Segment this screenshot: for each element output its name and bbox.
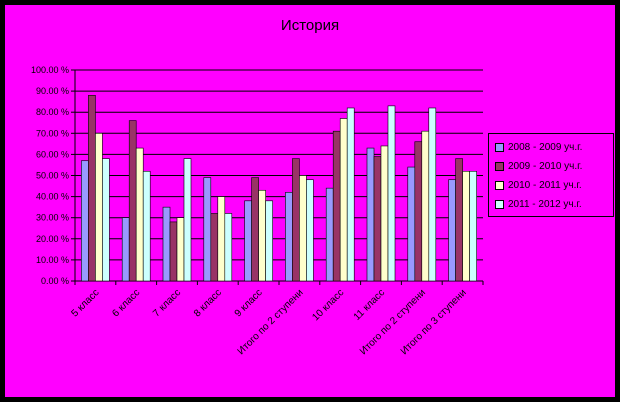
x-category-label: 11 класс xyxy=(352,287,387,322)
bar xyxy=(380,145,389,282)
x-category-label: 7 класс xyxy=(151,287,183,319)
legend-item: 2011 - 2012 уч.г. xyxy=(495,199,582,213)
y-tick-label: 0.00 % xyxy=(41,276,69,286)
legend-swatch xyxy=(495,161,504,171)
legend-swatch xyxy=(495,142,504,152)
bar xyxy=(407,166,416,282)
bar xyxy=(162,206,171,282)
y-tick-label: 30.00 % xyxy=(36,213,69,223)
bar xyxy=(244,200,252,282)
bar xyxy=(251,177,259,282)
bar xyxy=(81,160,89,282)
y-tick-label: 50.00 % xyxy=(36,171,69,181)
bar xyxy=(102,158,110,282)
x-category-label: 9 класс xyxy=(233,287,265,319)
bar xyxy=(285,192,293,282)
bar xyxy=(128,120,137,282)
bar xyxy=(224,213,233,282)
legend: 2008 - 2009 уч.г. 2009 - 2010 уч.г. 2010 -… xyxy=(488,133,614,217)
bar xyxy=(121,217,130,282)
y-tick-label: 100.00 % xyxy=(31,65,69,75)
x-category-label: 10 класс xyxy=(310,287,346,323)
legend-label: 2009 - 2010 уч.г. xyxy=(508,161,583,172)
bar xyxy=(210,213,219,282)
bar xyxy=(183,158,192,282)
bar xyxy=(169,221,178,282)
bar xyxy=(339,118,348,282)
bar xyxy=(332,130,341,282)
bar xyxy=(95,133,103,282)
legend-label: 2011 - 2012 уч.г. xyxy=(508,199,582,210)
bar xyxy=(373,156,382,282)
x-category-label: 5 класс xyxy=(70,287,102,319)
bar xyxy=(448,179,456,282)
y-tick-label: 10.00 % xyxy=(36,255,69,265)
bar xyxy=(387,105,396,282)
bar xyxy=(414,141,423,282)
legend-swatch xyxy=(495,199,504,209)
bar xyxy=(455,158,463,282)
bar xyxy=(217,196,226,282)
y-tick-label: 90.00 % xyxy=(36,86,69,96)
bar xyxy=(258,189,266,282)
bar xyxy=(88,95,96,282)
legend-swatch xyxy=(495,180,504,190)
bar xyxy=(421,130,430,282)
bar xyxy=(292,158,300,282)
legend-item: 2010 - 2011 уч.г. xyxy=(495,180,582,194)
x-category-label: 6 класс xyxy=(110,287,142,319)
legend-label: 2008 - 2009 уч.г. xyxy=(508,142,583,153)
legend-item: 2009 - 2010 уч.г. xyxy=(495,161,582,175)
bar xyxy=(135,147,144,282)
legend-item: 2008 - 2009 уч.г. xyxy=(495,142,582,156)
bar xyxy=(176,217,185,282)
bar xyxy=(462,170,470,282)
bar xyxy=(299,175,307,282)
legend-label: 2010 - 2011 уч.г. xyxy=(508,180,582,191)
y-tick-label: 40.00 % xyxy=(36,192,69,202)
bar xyxy=(265,200,273,282)
y-tick-label: 70.00 % xyxy=(36,128,69,138)
bar xyxy=(346,107,355,282)
y-tick-label: 60.00 % xyxy=(36,149,69,159)
bar xyxy=(142,170,151,282)
bar xyxy=(366,147,375,282)
y-tick-label: 80.00 % xyxy=(36,107,69,117)
bar xyxy=(203,177,212,282)
y-tick-label: 20.00 % xyxy=(36,234,69,244)
chart-title: История xyxy=(280,17,340,34)
bar xyxy=(306,179,314,282)
bar xyxy=(325,187,334,282)
bar xyxy=(469,170,477,282)
x-category-label: 8 класс xyxy=(192,287,224,319)
bar xyxy=(428,107,437,282)
